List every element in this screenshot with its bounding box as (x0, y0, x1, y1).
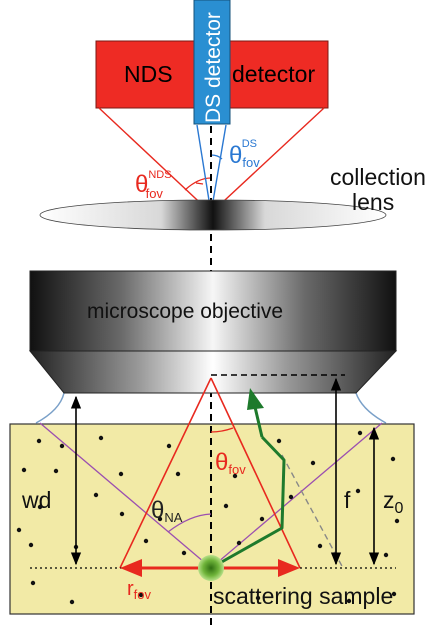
scattering-source (198, 555, 224, 581)
na-angle-arc (167, 513, 212, 533)
r-fov-label: rfov (127, 578, 152, 602)
ds-fov-line-right (210, 124, 227, 214)
scattered-photon-path (210, 435, 286, 570)
z0-label: z0 (383, 487, 404, 517)
theta-fov-label: θfov (215, 449, 246, 477)
scattering-sample-label: scattering sample (213, 583, 393, 609)
nds-fov-line-right (210, 107, 325, 214)
immersion-meniscus-left (35, 392, 65, 424)
scattered-photon-arrow-shaft (253, 406, 264, 438)
sample-particles (16, 430, 400, 605)
collection-lens-label-line1: collection (330, 164, 426, 190)
nds-fov-line-left (98, 107, 212, 214)
nds-detector-label-right: detector (232, 61, 315, 87)
theta-na-label: θNA (151, 497, 183, 525)
fov-triangle-left (119, 377, 212, 569)
ds-detector-label: DS detector (202, 12, 225, 123)
nds-detector-label-left: NDS (124, 61, 173, 87)
f-label: f (344, 487, 351, 513)
microscope-objective-label: microscope objective (87, 300, 283, 323)
collection-lens (39, 199, 387, 231)
ds-fov-angle-arc (210, 154, 223, 160)
immersion-meniscus-right (355, 392, 387, 424)
collection-lens-label-line2: lens (352, 189, 394, 215)
r-fov-arrowhead-right (278, 559, 300, 577)
ds-detector (193, 0, 231, 125)
theta-fov-nds-label: θNDS fov (135, 169, 172, 201)
fov-triangle-right (210, 377, 301, 569)
nds-fov-arc-tick (195, 182, 204, 185)
r-fov-arrowhead-left (120, 559, 142, 577)
escape-path-reference (281, 454, 344, 569)
theta-fov-ds-label: θfovDS (229, 138, 260, 170)
nds-fov-angle-arc (184, 177, 212, 191)
microscope-objective-tip (28, 350, 398, 394)
na-cone-line-left (39, 422, 212, 569)
ds-fov-line-left (196, 124, 212, 214)
fov-angle-arc (210, 427, 234, 433)
scattered-photon-arrowhead (247, 388, 264, 410)
wd-label: wd (21, 487, 51, 513)
